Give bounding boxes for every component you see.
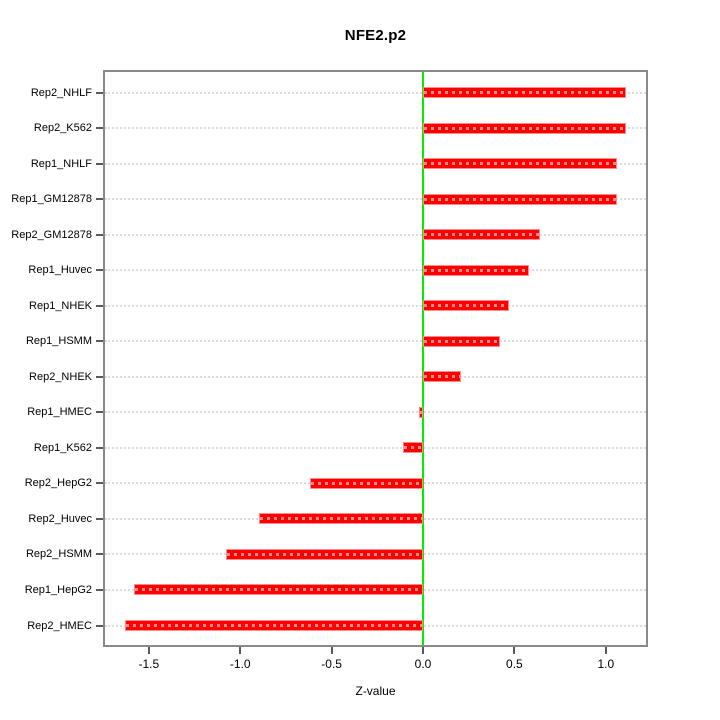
y-axis-tick — [96, 624, 103, 627]
y-axis-tick — [96, 553, 103, 556]
x-axis-tick — [604, 647, 607, 654]
bar-dash-texture — [424, 233, 539, 237]
x-axis-tick — [513, 647, 516, 654]
x-tick-label: 1.0 — [597, 657, 615, 671]
y-axis-tick — [96, 482, 103, 485]
bar-dash-texture — [420, 410, 422, 414]
bar — [423, 335, 500, 347]
y-tick-label: Rep2_NHLF — [30, 86, 92, 99]
grid-line — [105, 233, 646, 236]
x-axis-tick — [330, 647, 333, 654]
bar — [423, 264, 530, 276]
y-tick-label: Rep1_GM12878 — [11, 193, 92, 206]
grid-line — [105, 375, 646, 378]
x-axis-tick — [147, 647, 150, 654]
x-axis-tick — [422, 647, 425, 654]
y-axis-tick — [96, 517, 103, 520]
y-tick-label: Rep2_GM12878 — [11, 228, 92, 241]
grid-line — [105, 269, 646, 272]
grid-line — [105, 91, 646, 94]
y-tick-label: Rep2_K562 — [33, 122, 92, 135]
y-tick-label: Rep1_HepG2 — [24, 583, 92, 596]
y-tick-label: Rep2_HepG2 — [24, 477, 92, 490]
bar-dash-texture — [126, 624, 422, 627]
bar-dash-texture — [424, 126, 625, 130]
x-tick-label: 0.0 — [414, 657, 432, 671]
bar-dash-texture — [424, 339, 499, 343]
bar-dash-texture — [424, 304, 508, 308]
y-tick-label: Rep1_NHEK — [29, 299, 92, 312]
bar-dash-texture — [424, 91, 625, 94]
bar — [423, 300, 509, 312]
y-axis-tick — [96, 340, 103, 343]
y-tick-label: Rep2_Huvec — [28, 512, 92, 525]
y-tick-label: Rep2_HMEC — [27, 619, 92, 632]
y-axis-tick — [96, 304, 103, 307]
bar-dash-texture — [310, 481, 422, 485]
bar-dash-texture — [226, 552, 423, 556]
bar — [423, 193, 617, 205]
bar-dash-texture — [424, 268, 529, 272]
y-axis-tick — [96, 91, 103, 94]
bar-dash-texture — [135, 588, 422, 592]
x-axis-label: Z-value — [355, 684, 396, 698]
zero-line — [422, 72, 425, 645]
plot-area — [103, 70, 648, 647]
grid-line — [105, 446, 646, 449]
bar-dash-texture — [403, 446, 422, 450]
grid-line — [105, 340, 646, 343]
x-tick-label: -0.5 — [321, 657, 342, 671]
x-tick-label: -1.0 — [229, 657, 251, 671]
bar — [423, 229, 540, 241]
bar — [402, 442, 423, 454]
chart-title: NFE2.p2 — [344, 27, 407, 44]
bar — [258, 513, 423, 525]
bar — [309, 477, 423, 489]
bar — [225, 548, 424, 560]
grid-line — [105, 127, 646, 130]
y-axis-tick — [96, 588, 103, 591]
x-axis-tick — [239, 647, 242, 654]
y-tick-label: Rep1_NHLF — [30, 157, 92, 170]
x-tick-label: -1.5 — [138, 657, 160, 671]
grid-line — [105, 304, 646, 307]
y-axis-tick — [96, 162, 103, 165]
y-axis-tick — [96, 269, 103, 272]
bar-dash-texture — [424, 197, 616, 201]
bar — [423, 87, 626, 98]
bar — [419, 406, 423, 418]
y-axis-tick — [96, 198, 103, 201]
grid-line — [105, 162, 646, 165]
grid-line — [105, 411, 646, 414]
bar-dash-texture — [424, 162, 616, 166]
bar — [423, 371, 462, 383]
bar — [423, 158, 617, 170]
bar — [423, 122, 626, 134]
y-tick-label: Rep1_HSMM — [25, 335, 92, 348]
grid-line — [105, 198, 646, 201]
y-tick-label: Rep1_K562 — [33, 441, 92, 454]
y-tick-label: Rep2_NHEK — [29, 370, 92, 383]
y-tick-label: Rep1_Huvec — [28, 264, 92, 277]
y-tick-label: Rep1_HMEC — [27, 406, 92, 419]
x-tick-label: 0.5 — [506, 657, 523, 671]
bar-dash-texture — [259, 517, 422, 521]
y-axis-tick — [96, 375, 103, 378]
y-axis-tick — [96, 127, 103, 130]
y-axis-tick — [96, 411, 103, 414]
bar-dash-texture — [424, 375, 461, 379]
y-axis-tick — [96, 446, 103, 449]
y-axis-tick — [96, 233, 103, 236]
y-tick-label: Rep2_HSMM — [25, 548, 92, 561]
bar — [125, 620, 423, 631]
bar — [134, 584, 423, 596]
